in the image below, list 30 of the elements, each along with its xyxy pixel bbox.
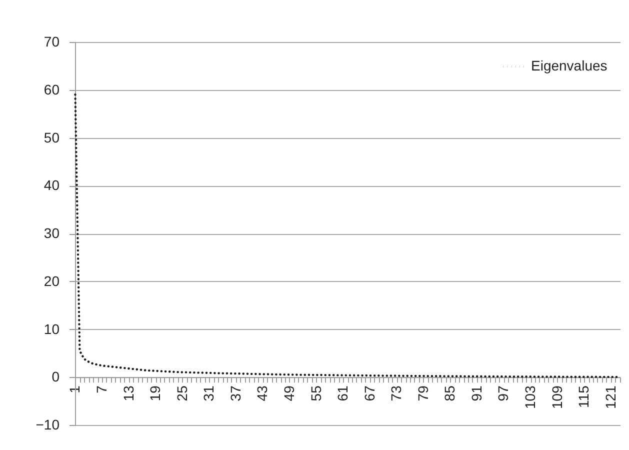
- x-tick-label: 37: [227, 385, 244, 402]
- x-tick-label: 13: [120, 385, 136, 402]
- x-tick-label: 7: [94, 385, 110, 394]
- x-tick-label: 91: [468, 385, 484, 402]
- y-tick-label: 20: [44, 272, 60, 289]
- x-tick-label: 67: [361, 385, 378, 402]
- y-tick-label: −10: [36, 416, 60, 432]
- x-tick-label: 109: [548, 385, 565, 409]
- x-tick-label: 85: [442, 385, 458, 402]
- x-tick-label: 73: [388, 385, 404, 402]
- x-tick-label: 103: [522, 385, 538, 409]
- y-tick-label: 60: [44, 81, 60, 98]
- y-tick-label: 50: [44, 129, 60, 146]
- x-tick-label: 25: [174, 385, 190, 402]
- y-tick-label: 10: [44, 320, 60, 337]
- y-tick-label: 0: [52, 368, 60, 385]
- x-tick-label: 55: [308, 385, 324, 402]
- x-tick-label: 31: [200, 385, 217, 402]
- x-tick-label: 121: [602, 385, 618, 409]
- y-tick-label: 30: [44, 225, 60, 241]
- legend-label: Eigenvalues: [531, 58, 608, 74]
- x-tick-label: 97: [495, 385, 512, 402]
- x-tick-label: 49: [280, 385, 297, 402]
- x-tick-label: 115: [576, 385, 592, 408]
- x-tick-label: 61: [334, 385, 351, 402]
- y-tick-label: 70: [44, 34, 60, 50]
- y-tick-label: 40: [44, 177, 60, 194]
- x-tick-label: 79: [414, 385, 431, 402]
- x-tick-label: 43: [254, 385, 270, 402]
- x-tick-label: 19: [147, 385, 164, 402]
